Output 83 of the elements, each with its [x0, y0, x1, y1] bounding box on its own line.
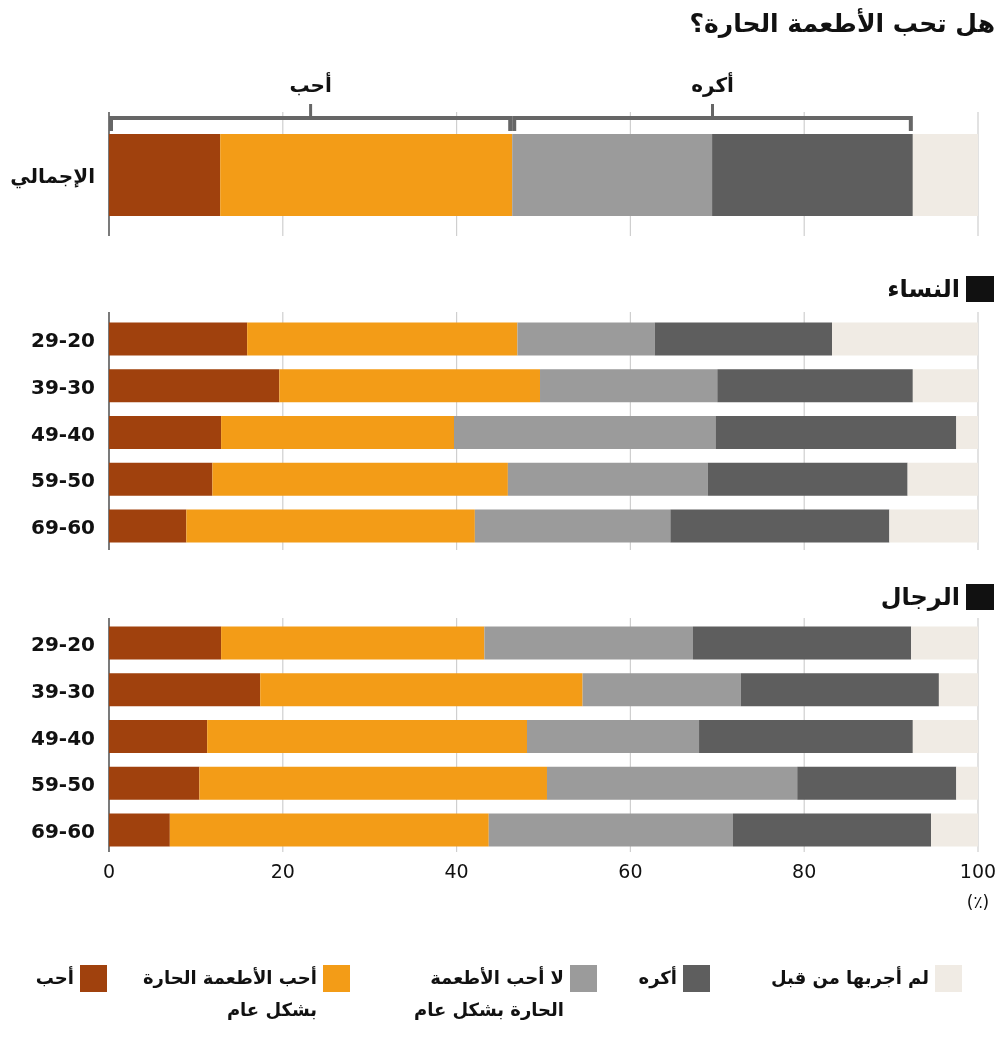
bar [484, 626, 693, 660]
y-tick-label: 59-50 [31, 772, 95, 797]
bar [199, 766, 547, 800]
x-tick-label: 80 [792, 860, 817, 882]
y-tick-label: 39-30 [31, 678, 95, 703]
bar [279, 369, 541, 403]
bar [699, 720, 913, 753]
bar [512, 134, 713, 216]
bar [732, 813, 932, 847]
y-tick-label: 69-60 [31, 515, 95, 539]
y-tick-label: 29-20 [31, 632, 95, 656]
bar [540, 369, 718, 403]
bar [220, 134, 513, 216]
legend-label: لم أجربها من قبل [770, 965, 929, 991]
y-tick-label: 39-30 [31, 374, 95, 399]
bar [453, 416, 716, 449]
bar [169, 813, 489, 847]
bar [670, 509, 890, 543]
bar [526, 720, 700, 753]
text: أكره [691, 71, 734, 97]
bar [912, 369, 978, 403]
bar [109, 766, 200, 800]
bar [912, 720, 978, 753]
bar [582, 673, 741, 707]
bar [546, 766, 798, 800]
bar [797, 766, 957, 800]
legend-label: أكره [637, 965, 677, 991]
bar [832, 322, 978, 356]
y-tick-label: الإجمالي [10, 164, 95, 189]
bar [717, 369, 913, 403]
bar [715, 416, 957, 449]
bar [260, 673, 583, 707]
bar [109, 322, 248, 356]
bar [517, 322, 655, 356]
y-tick-label: 29-20 [31, 328, 95, 352]
x-tick-label: 20 [270, 860, 295, 882]
bar [474, 509, 671, 543]
bar [221, 416, 454, 449]
bar [109, 416, 222, 449]
y-tick-label: 49-40 [31, 725, 95, 750]
y-tick-label: 59-50 [31, 468, 95, 493]
bar [938, 673, 978, 707]
bar [654, 322, 833, 356]
bar [109, 509, 187, 543]
x-tick-label: 40 [444, 860, 469, 882]
bar [712, 134, 913, 216]
bar [109, 720, 208, 753]
legend-label: أحب الأطعمة الحارة بشكل عام [141, 965, 317, 1022]
bar [109, 369, 280, 403]
bar [889, 509, 978, 543]
x-tick-label: 0 [102, 860, 116, 882]
legend-label: لا أحب الأطعمة الحارة بشكل عام [412, 965, 564, 1022]
text: أحب [289, 71, 332, 97]
x-tick-label: 100 [959, 860, 997, 882]
bar [956, 766, 978, 800]
bar [221, 626, 485, 660]
bar [488, 813, 733, 847]
bar [109, 134, 221, 216]
legend-label: أحب [34, 965, 74, 990]
bar [212, 462, 508, 496]
bar [740, 673, 939, 707]
bar [207, 720, 527, 753]
x-axis-title: (٪) [966, 892, 990, 912]
bar [109, 626, 222, 660]
bar [911, 626, 978, 660]
bar [247, 322, 518, 356]
bar [956, 416, 978, 449]
y-tick-label: 69-60 [31, 819, 95, 843]
bar [692, 626, 912, 660]
chart-title: النساء [887, 275, 960, 303]
bar [907, 462, 978, 496]
bar [109, 673, 261, 707]
x-tick-label: 60 [618, 860, 643, 882]
bar [931, 813, 978, 847]
bar [707, 462, 908, 496]
bar [912, 134, 978, 216]
bar [507, 462, 708, 496]
chart-title: الرجال [880, 583, 960, 611]
bar [109, 462, 213, 496]
bar [109, 813, 170, 847]
bar [186, 509, 475, 543]
chart-title: هل تحب الأطعمة الحارة؟ [689, 8, 995, 38]
y-tick-label: 49-40 [31, 421, 95, 446]
